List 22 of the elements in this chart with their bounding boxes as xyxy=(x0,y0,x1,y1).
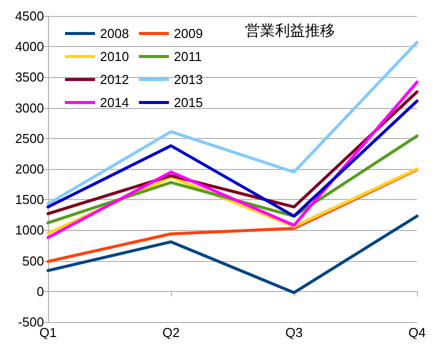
y-tick-label: 1000 xyxy=(15,222,44,238)
y-tick-label: 2500 xyxy=(15,130,44,146)
chart-title: 営業利益推移 xyxy=(245,22,335,40)
legend-label: 2009 xyxy=(174,26,203,41)
legend-label: 2008 xyxy=(100,26,129,41)
y-tick-label: 4500 xyxy=(15,8,44,24)
legend-label: 2012 xyxy=(100,72,129,87)
y-tick-label: 500 xyxy=(22,253,44,268)
y-tick-label: 2000 xyxy=(15,162,44,176)
legend-label: 2014 xyxy=(100,95,129,110)
legend-label: 2015 xyxy=(174,95,203,110)
y-tick-label: 0 xyxy=(36,284,44,299)
y-tick-label: 3500 xyxy=(15,70,44,85)
y-tick-label: 3000 xyxy=(15,100,44,116)
legend-label: 2010 xyxy=(100,49,129,64)
line-series xyxy=(46,214,418,294)
y-tick-label: 1500 xyxy=(15,192,44,208)
y-tick-label: -500 xyxy=(18,314,44,330)
line-series xyxy=(46,40,418,206)
legend-label: 2013 xyxy=(174,72,203,87)
y-tick-label: 4000 xyxy=(15,39,44,54)
legend-label: 2011 xyxy=(174,49,202,64)
